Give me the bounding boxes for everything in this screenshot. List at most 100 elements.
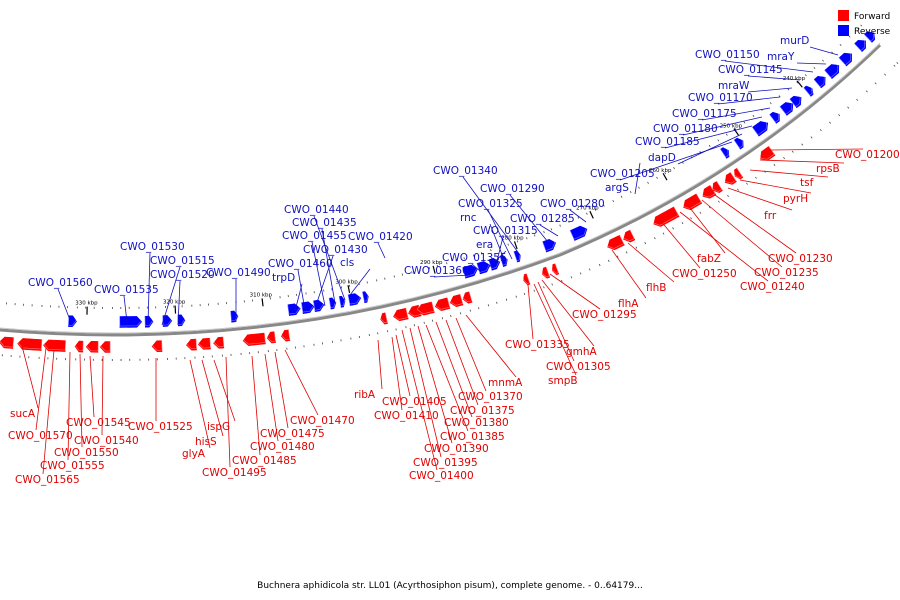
reverse-gene-arrow bbox=[778, 100, 794, 116]
minor-tick bbox=[603, 204, 605, 207]
minor-tick bbox=[662, 232, 665, 235]
forward-gene-label: ispG bbox=[207, 421, 230, 433]
label-leader-line bbox=[57, 288, 71, 321]
tick-label: 300 kbp bbox=[335, 279, 358, 285]
minor-tick bbox=[577, 216, 580, 219]
minor-tick bbox=[718, 200, 720, 203]
reverse-gene-label: CWO_01515 bbox=[150, 255, 215, 267]
reverse-gene-label: trpD bbox=[272, 272, 295, 284]
genome-backbone bbox=[0, 43, 882, 337]
forward-gene-label: CWO_01295 bbox=[572, 309, 637, 321]
reverse-gene-arrow bbox=[347, 291, 362, 306]
forward-gene-label: CWO_01385 bbox=[440, 431, 505, 443]
minor-tick bbox=[550, 228, 553, 231]
forward-gene-arrow bbox=[449, 292, 464, 308]
minor-tick bbox=[839, 43, 842, 46]
forward-gene-arrow bbox=[392, 306, 409, 322]
legend: Forward Reverse bbox=[838, 10, 891, 37]
label-leader-line bbox=[664, 125, 753, 149]
label-leader-line bbox=[796, 62, 827, 65]
minor-tick bbox=[801, 143, 804, 146]
minor-tick bbox=[568, 220, 570, 223]
label-leader-line bbox=[395, 334, 411, 397]
reverse-gene-label: murD bbox=[780, 35, 809, 47]
label-leader-line bbox=[435, 321, 473, 418]
minor-tick bbox=[884, 73, 887, 76]
minor-tick bbox=[588, 268, 591, 271]
forward-gene-label: CWO_01480 bbox=[250, 441, 315, 453]
major-tick: 290 kbp bbox=[420, 260, 443, 274]
tick-label: 270 kbp bbox=[576, 206, 599, 212]
reverse-gene-label: CWO_01145 bbox=[718, 64, 783, 76]
forward-gene-label: CWO_01555 bbox=[40, 460, 105, 472]
forward-gene-label: CWO_01545 bbox=[66, 417, 131, 429]
tick-label: 240 kbp bbox=[783, 76, 806, 82]
forward-gene-label: pyrH bbox=[783, 193, 808, 205]
label-leader-line bbox=[213, 359, 236, 422]
legend-forward-swatch bbox=[838, 10, 849, 21]
forward-gene-arrow bbox=[541, 265, 551, 279]
forward-gene-arrow bbox=[682, 192, 703, 211]
reverse-gene-arrow bbox=[312, 298, 325, 313]
major-tick: 250 kbp bbox=[720, 123, 743, 136]
label-leader-line bbox=[727, 187, 793, 211]
forward-gene-label: CWO_01305 bbox=[546, 361, 611, 373]
reverse-gene-label: CWO_01460 bbox=[268, 258, 333, 270]
major-tick: 310 kbp bbox=[250, 292, 273, 307]
minor-tick bbox=[450, 314, 452, 318]
minor-tick bbox=[734, 127, 737, 130]
forward-gene-label: CWO_01405 bbox=[382, 396, 447, 408]
minor-tick bbox=[644, 242, 647, 245]
label-leader-line bbox=[749, 169, 829, 178]
reverse-gene-label: CWO_01560 bbox=[28, 277, 93, 289]
label-leader-line bbox=[569, 209, 587, 223]
minor-tick bbox=[463, 257, 465, 260]
minor-tick bbox=[791, 150, 794, 153]
minor-tick bbox=[428, 266, 430, 269]
gene-features bbox=[0, 30, 876, 353]
forward-gene-arrow bbox=[733, 166, 744, 180]
minor-tick bbox=[857, 27, 860, 30]
reverse-gene-label: CWO_01185 bbox=[635, 136, 700, 148]
label-leader-line bbox=[487, 250, 507, 269]
forward-gene-arrow bbox=[723, 170, 737, 185]
label-leader-line bbox=[294, 283, 303, 312]
forward-gene-label: frr bbox=[764, 210, 777, 222]
reverse-gene-arrow bbox=[541, 237, 557, 253]
forward-gene-label: CWO_01470 bbox=[290, 415, 355, 427]
label-leader-line bbox=[251, 355, 261, 456]
forward-gene-label: CWO_01540 bbox=[74, 435, 139, 447]
reverse-gene-label: CWO_01520 bbox=[150, 269, 215, 281]
label-leaders bbox=[21, 46, 864, 475]
forward-gene-label: ribA bbox=[354, 389, 376, 401]
label-leader-line bbox=[689, 207, 726, 254]
tick-label: 330 kbp bbox=[75, 301, 98, 307]
minor-tick bbox=[838, 114, 841, 117]
forward-gene-label: CWO_01400 bbox=[409, 470, 474, 482]
reverse-gene-arrow bbox=[569, 224, 588, 241]
forward-gene-arrow bbox=[434, 295, 451, 311]
label-leader-line bbox=[537, 281, 575, 362]
label-leader-line bbox=[489, 223, 506, 263]
minor-tick bbox=[598, 263, 601, 267]
minor-tick bbox=[727, 194, 729, 198]
label-leader-line bbox=[161, 266, 181, 326]
forward-gene-label: CWO_01395 bbox=[413, 457, 478, 469]
tick-label: 260 kbp bbox=[649, 168, 672, 174]
forward-gene-arrow bbox=[701, 183, 717, 199]
reverse-gene-label: CWO_01170 bbox=[688, 92, 753, 104]
minor-tick bbox=[455, 259, 457, 262]
reverse-gene-arrow bbox=[751, 119, 769, 137]
minor-tick bbox=[810, 136, 813, 139]
reverse-gene-label: mraY bbox=[767, 51, 795, 63]
reverse-gene-label: CWO_01315 bbox=[473, 225, 538, 237]
label-leader-line bbox=[445, 319, 479, 406]
minor-tick bbox=[804, 74, 807, 77]
reverse-gene-label: CWO_01530 bbox=[120, 241, 185, 253]
forward-gene-label: CWO_01410 bbox=[374, 410, 439, 422]
forward-gene-arrow bbox=[379, 310, 388, 325]
forward-gene-arrow bbox=[759, 144, 776, 161]
label-leader-line bbox=[495, 236, 504, 266]
minor-tick bbox=[860, 24, 863, 27]
reverse-gene-label: CWO_01455 bbox=[282, 230, 347, 242]
